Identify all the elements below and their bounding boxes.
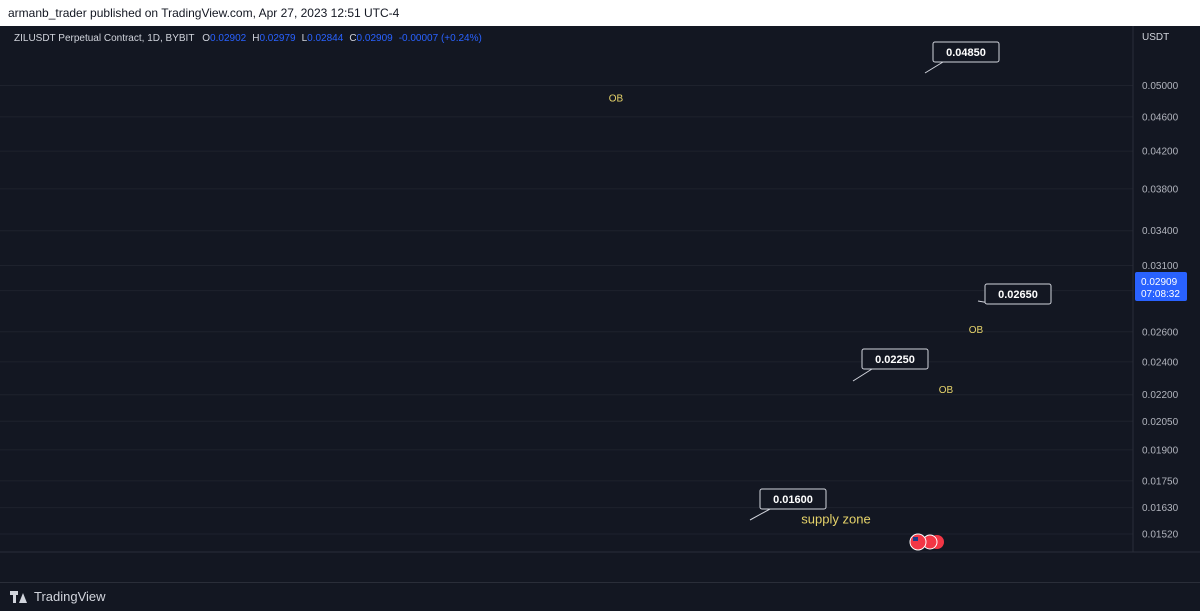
change-value: -0.00007 (+0.24%): [399, 33, 482, 44]
price-tick-label: 0.02600: [1142, 327, 1179, 338]
time-axis[interactable]: AugSepOctNovDec2023FebMarAprMayJunJul: [0, 551, 1200, 572]
callout-pointer: [749, 508, 771, 521]
price-tick-label: 0.05000: [1142, 81, 1179, 92]
open-value: 0.02902: [210, 33, 247, 44]
price-tick-label: 0.03400: [1142, 226, 1179, 237]
publisher-text: armanb_trader published on TradingView.c…: [8, 6, 400, 20]
price-tick-label: 0.01630: [1142, 503, 1179, 514]
price-tick-label: 0.01520: [1142, 529, 1179, 540]
currency-label: USDT: [1142, 32, 1169, 43]
level-callout: [861, 348, 929, 370]
low-value: 0.02844: [307, 33, 344, 44]
event-markers[interactable]: [909, 533, 944, 551]
level-callout-label: 0.02250: [875, 354, 915, 366]
symbol-title: ZILUSDT Perpetual Contract, 1D, BYBIT: [14, 33, 194, 44]
brand-text: TradingView: [34, 589, 106, 604]
price-tick-label: 0.02400: [1142, 357, 1179, 368]
price-tick-label: 0.03800: [1142, 184, 1179, 195]
price-tick-label: 0.04600: [1142, 112, 1179, 123]
price-tick-label: 0.01750: [1142, 476, 1179, 487]
grid-lines: [0, 84, 1133, 535]
zone-label: OB: [939, 385, 954, 396]
level-callout-label: 0.04850: [946, 47, 986, 59]
last-price-value: 0.02909: [1141, 277, 1178, 288]
publisher-bar: armanb_trader published on TradingView.c…: [0, 0, 1200, 26]
tradingview-brand[interactable]: TradingView: [10, 589, 106, 604]
svg-text:ZILUSDT Perpetual Contract, 1D: ZILUSDT Perpetual Contract, 1D, BYBIT O0.…: [14, 33, 482, 44]
level-callout-label: 0.02650: [998, 289, 1038, 301]
callout-pointer: [852, 368, 873, 382]
price-tick-label: 0.03100: [1142, 261, 1179, 272]
level-callout: [932, 41, 1000, 63]
price-axis[interactable]: USDT 0.05000 0.04600 0.04200 0.03800 0.03400…: [1132, 26, 1179, 552]
us-flag-canton: [913, 537, 918, 541]
zone-label: supply zone: [801, 512, 870, 527]
callout-pointer: [924, 61, 944, 74]
price-tick-label: 0.02050: [1142, 417, 1179, 428]
bottom-bar: TradingView: [0, 582, 1200, 611]
zone-label: OB: [969, 325, 984, 336]
level-callout: [984, 283, 1052, 305]
level-callout: [759, 488, 827, 510]
symbol-legend: ZILUSDT Perpetual Contract, 1D, BYBIT O0.…: [14, 33, 482, 44]
bar-countdown: 07:08:32: [1141, 289, 1180, 300]
tradingview-logo-icon: [10, 590, 28, 603]
high-value: 0.02979: [259, 33, 296, 44]
us-flag-icon: [909, 533, 927, 551]
zone-label: OB: [609, 94, 624, 105]
close-value: 0.02909: [357, 33, 394, 44]
price-tick-label: 0.04200: [1142, 147, 1179, 158]
last-price-label: 0.02909 07:08:32: [1135, 272, 1187, 301]
price-tick-label: 0.01900: [1142, 445, 1179, 456]
level-callout-label: 0.01600: [773, 494, 813, 506]
price-tick-label: 0.02200: [1142, 390, 1179, 401]
